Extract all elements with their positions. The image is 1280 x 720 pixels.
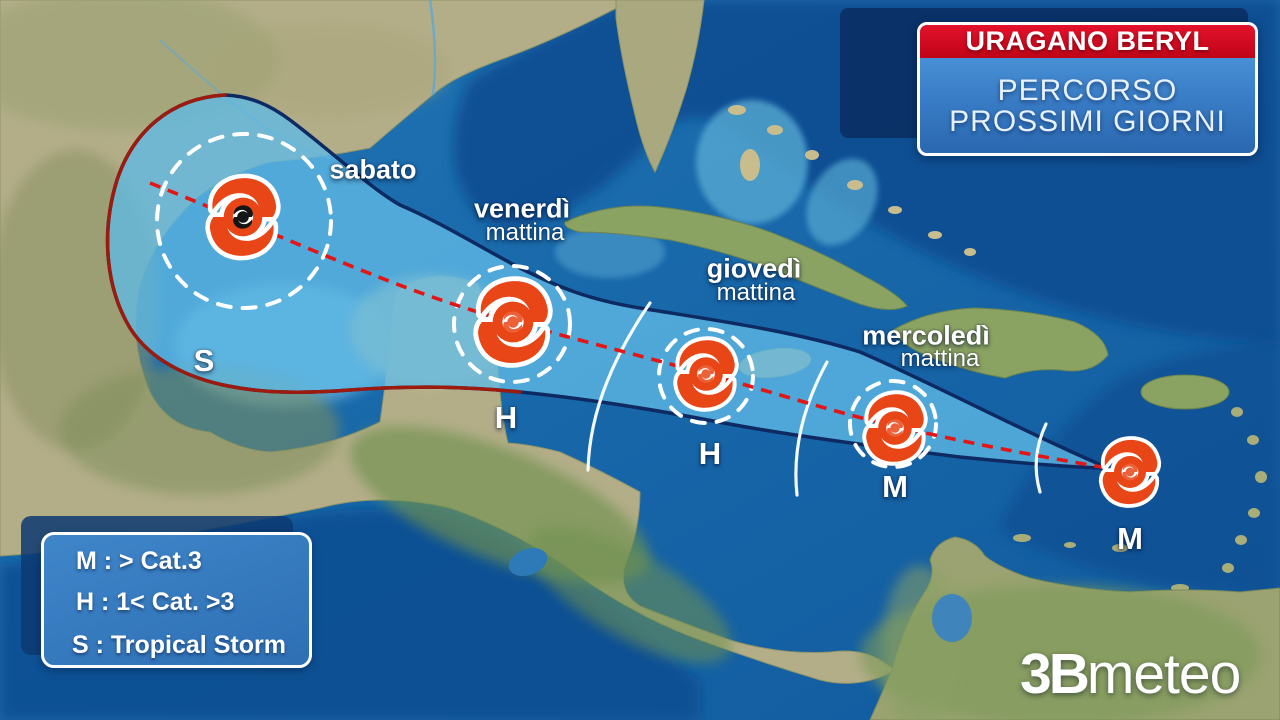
- land-puerto-rico: [1140, 374, 1230, 410]
- land-hispaniola: [892, 307, 1109, 379]
- cuba-shelf: [555, 226, 665, 278]
- category-label-h1: H: [494, 400, 518, 435]
- category-label-m1: M: [882, 469, 908, 504]
- label-day-sabato: sabato: [329, 154, 417, 185]
- hurricane-icon-giovedi: [677, 340, 735, 408]
- label-time-giovedi: mattina: [716, 279, 796, 306]
- title-box: URAGANO BERYL PERCORSO PROSSIMI GIORNI: [917, 22, 1258, 156]
- uncertainty-circles: [155, 132, 938, 469]
- hurricane-icon-sabato: [210, 178, 276, 256]
- uncertainty-circle-venerdi: [452, 264, 572, 384]
- legend-row-h: H : 1< Cat. >3: [76, 588, 235, 616]
- time-separator-arcs: [586, 301, 1048, 497]
- lake-nicaragua: [508, 547, 548, 577]
- logo-3b: 3B: [1020, 642, 1090, 706]
- category-label-m2: M: [1117, 521, 1143, 556]
- terrain-shading: [528, 526, 732, 664]
- hurricane-icon-apex: [1103, 440, 1158, 504]
- land-cuba: [564, 205, 908, 310]
- title-box-header: URAGANO BERYL: [920, 25, 1255, 58]
- hurricane-icon-venerdi: [478, 281, 548, 363]
- terrain-shading: [210, 22, 450, 118]
- category-label-h2: H: [698, 436, 722, 471]
- forecast-cone-land-edge: [105, 93, 522, 394]
- label-day-mercoledi: mercoledì: [862, 320, 990, 351]
- logo-meteo: meteo: [1086, 642, 1241, 706]
- subtitle-line-2: PROSSIMI GIORNI: [949, 105, 1226, 138]
- label-day-venerdi: venerdì: [473, 193, 571, 224]
- land-florida: [615, 0, 705, 174]
- label-time-mercoledi: mattina: [900, 345, 980, 372]
- uncertainty-circle-giovedi: [657, 327, 755, 425]
- terrain-shading: [60, 365, 340, 495]
- hurricane-icon-mercoledi: [866, 394, 924, 462]
- storm-title: URAGANO BERYL: [965, 26, 1210, 56]
- uncertainty-circle-sabato: [155, 132, 333, 310]
- title-box-subtitle: PERCORSO PROSSIMI GIORNI: [920, 58, 1255, 153]
- label-day-giovedi: giovedì: [706, 253, 802, 284]
- uncertainty-circle-mercoledi: [848, 379, 938, 469]
- bahama-bank-2: [806, 158, 878, 246]
- legend-row-m: M : > Cat.3: [76, 547, 202, 575]
- label-time-venerdi: mattina: [485, 219, 565, 246]
- river: [428, 0, 437, 96]
- legend-row-s: S : Tropical Storm: [72, 631, 286, 659]
- bahamas-islands: [728, 105, 976, 256]
- legend-box: M : > Cat.3 H : 1< Cat. >3 S : Tropical …: [41, 532, 312, 668]
- category-label-s: S: [193, 343, 215, 378]
- 3bmeteo-logo: 3Bmeteo: [1020, 646, 1241, 703]
- subtitle-line-1: PERCORSO: [997, 73, 1178, 107]
- lake-maracaibo: [932, 594, 972, 642]
